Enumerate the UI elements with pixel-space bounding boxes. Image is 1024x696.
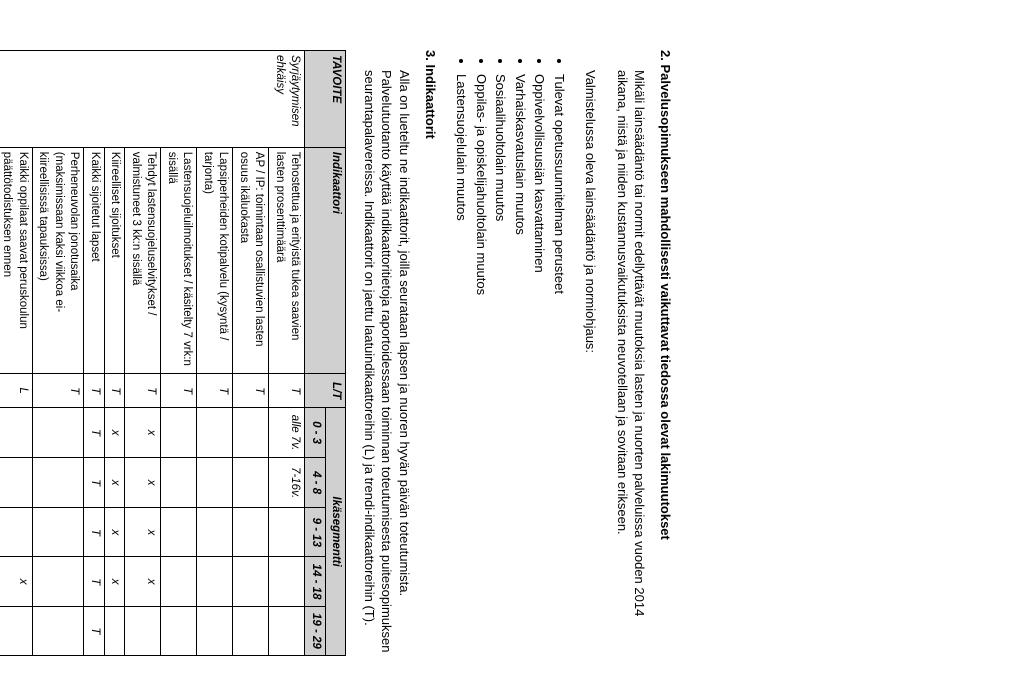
- age-cell: [32, 458, 84, 508]
- section2-para2: Valmistelussa oleva lainsäädäntö ja norm…: [582, 70, 600, 656]
- section2-title: Palvelusopimukseen mahdollisesti vaikutt…: [658, 64, 673, 539]
- age-cell: [233, 508, 269, 557]
- bullet-item: Oppilas- ja opiskelijahuoltolain muutos: [472, 74, 490, 656]
- age-cell: [269, 508, 305, 557]
- indicator-cell: Kiireelliset sijoitukset: [104, 147, 125, 373]
- age-cell: x: [104, 557, 125, 606]
- age-cell: [197, 408, 233, 458]
- lt-cell: T: [197, 374, 233, 408]
- age-cell: x: [104, 458, 125, 508]
- table-row: Syrjäytymisen ehkäisyTehostettua ja erit…: [269, 51, 305, 656]
- age-cell: T: [84, 408, 105, 458]
- section2-number: 2.: [658, 50, 673, 61]
- bullet-item: Lastensuojelulain muutos: [453, 74, 471, 656]
- th-goal: TAVOITE: [305, 51, 346, 148]
- age-cell: [161, 508, 197, 557]
- age-cell: [233, 408, 269, 458]
- age-cell: [32, 408, 84, 458]
- th-lt: L/T: [305, 374, 346, 408]
- age-cell: x: [125, 408, 161, 458]
- age-cell: [233, 557, 269, 606]
- th-age: 4 - 8: [305, 458, 326, 508]
- th-age: 9 - 13: [305, 508, 326, 557]
- indicator-cell: Lastensuojeluilmoitukset / käsitelty 7 v…: [161, 147, 197, 373]
- age-cell: [125, 606, 161, 655]
- indicator-cell: Kaikki oppilaat saavat peruskoulun päätt…: [0, 147, 32, 373]
- age-cell: [161, 606, 197, 655]
- section3-number: 3.: [423, 50, 438, 61]
- indicator-cell: Lapsiperheiden kotipalvelu (kysyntä / ta…: [197, 147, 233, 373]
- age-cell: T: [84, 606, 105, 655]
- age-cell: [0, 508, 32, 557]
- section2-bullets: Tulevat opetussuunnitelman perusteetOppi…: [453, 74, 568, 656]
- age-cell: x: [0, 557, 32, 606]
- th-age: 14 - 18: [305, 557, 326, 606]
- indicator-cell: Kaikki sijoitetut lapset: [84, 147, 105, 373]
- age-cell: T: [84, 458, 105, 508]
- age-cell: [0, 408, 32, 458]
- age-cell: [197, 606, 233, 655]
- age-cell: T: [84, 557, 105, 606]
- section3-para: Alla on lueteltu ne indikaattorit, joill…: [360, 70, 413, 656]
- th-segment: Ikäsegmentti: [325, 408, 346, 656]
- th-indicator: Indikaattori: [305, 147, 346, 373]
- bullet-item: Oppivelvollisuusiän kasvattaminen: [531, 74, 549, 656]
- age-cell: [269, 606, 305, 655]
- age-cell: x: [125, 458, 161, 508]
- age-cell: [161, 408, 197, 458]
- bullet-item: Tulevat opetussuunnitelman perusteet: [550, 74, 568, 656]
- bullet-item: Varhaiskasvatuslain muutos: [511, 74, 529, 656]
- lt-cell: T: [104, 374, 125, 408]
- age-cell: [197, 557, 233, 606]
- age-cell: [233, 606, 269, 655]
- indicator-cell: AP / IP: toimintaan osallistuvien lasten…: [233, 147, 269, 373]
- age-cell: [0, 606, 32, 655]
- bullet-item: Sosiaalihuoltolain muutos: [492, 74, 510, 656]
- age-cell: [104, 606, 125, 655]
- age-cell: T: [84, 508, 105, 557]
- indicator-cell: Perheneuvolan jonotusaika (maksimissaan …: [32, 147, 84, 373]
- indicator-cell: Tehdyt lastensuojeluselvitykset / valmis…: [125, 147, 161, 373]
- lt-cell: T: [161, 374, 197, 408]
- age-cell: x: [125, 557, 161, 606]
- age-cell: x: [104, 508, 125, 557]
- age-cell: alle 7v.: [269, 408, 305, 458]
- age-cell: 7-16v.: [269, 458, 305, 508]
- goal-cell: Syrjäytymisen ehkäisy: [0, 51, 305, 148]
- indicator-cell: Tehostettua ja erityistä tukea saavien l…: [269, 147, 305, 373]
- lt-cell: T: [125, 374, 161, 408]
- age-cell: [233, 458, 269, 508]
- lt-cell: L: [0, 374, 32, 408]
- age-cell: [32, 508, 84, 557]
- lt-cell: T: [32, 374, 84, 408]
- age-cell: x: [125, 508, 161, 557]
- age-cell: [161, 458, 197, 508]
- age-cell: [197, 458, 233, 508]
- age-cell: [197, 508, 233, 557]
- lt-cell: T: [233, 374, 269, 408]
- lt-cell: T: [269, 374, 305, 408]
- age-cell: [161, 557, 197, 606]
- section3-title: Indikaattorit: [423, 64, 438, 138]
- lt-cell: T: [84, 374, 105, 408]
- age-cell: [0, 458, 32, 508]
- age-cell: [32, 557, 84, 606]
- th-age: 0 - 3: [305, 408, 326, 458]
- age-cell: [269, 557, 305, 606]
- th-age: 19 - 29: [305, 606, 326, 655]
- section2-para1: Mikäli lainsäädäntö tai normit edellyttä…: [613, 70, 648, 656]
- age-cell: x: [104, 408, 125, 458]
- indicator-table: TAVOITE Indikaattori L/T Ikäsegmentti 0 …: [0, 50, 346, 656]
- age-cell: [32, 606, 84, 655]
